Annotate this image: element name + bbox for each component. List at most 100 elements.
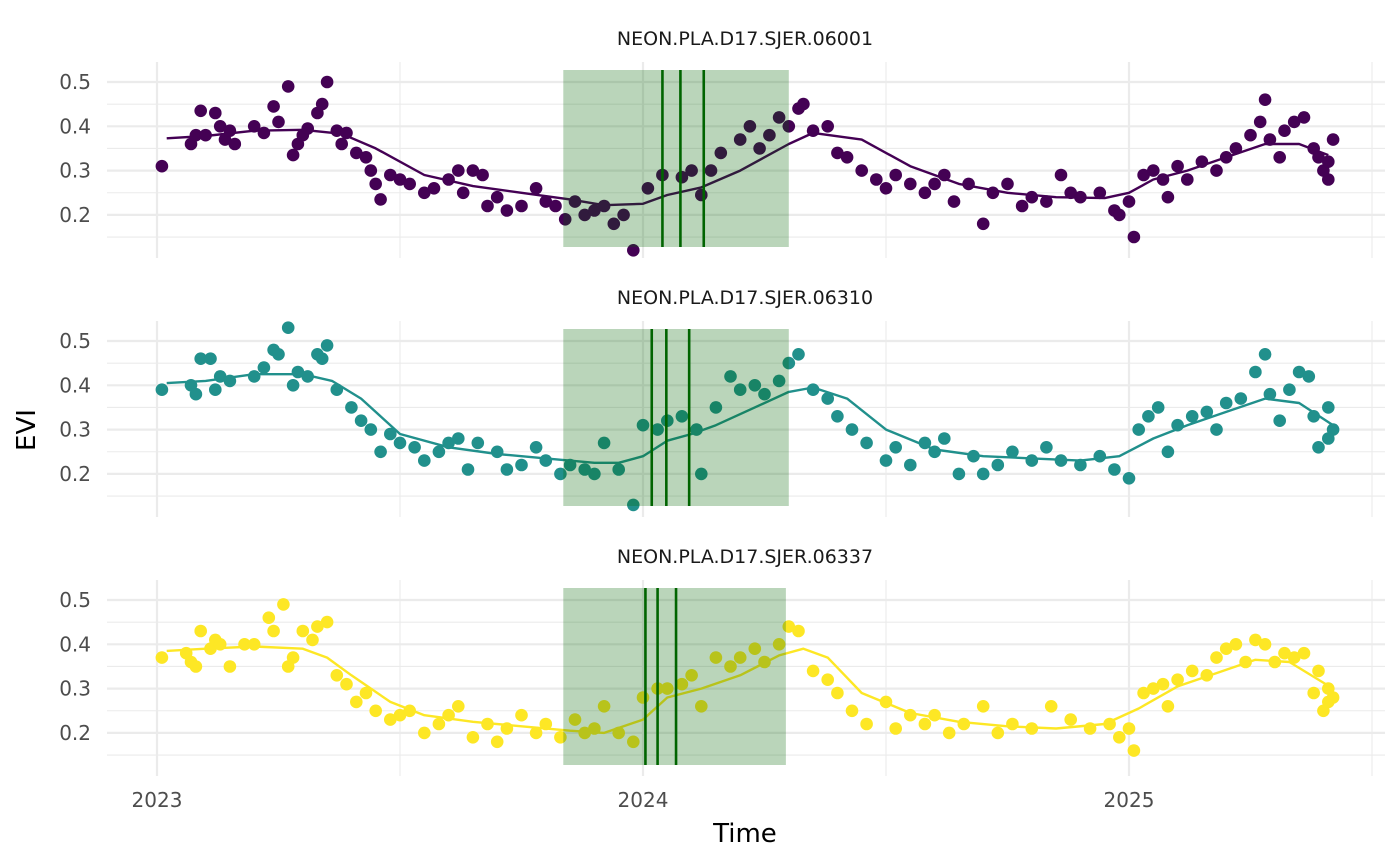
data-point bbox=[209, 106, 222, 120]
data-point bbox=[257, 361, 271, 374]
data-point bbox=[758, 387, 771, 401]
data-point bbox=[554, 467, 567, 481]
data-point bbox=[286, 651, 300, 664]
data-point bbox=[330, 669, 344, 682]
data-point bbox=[490, 445, 504, 459]
data-point bbox=[1287, 115, 1301, 129]
data-point bbox=[870, 173, 883, 186]
data-point bbox=[568, 195, 582, 208]
data-point bbox=[418, 186, 431, 200]
data-point bbox=[1040, 195, 1053, 208]
data-point bbox=[821, 673, 834, 686]
data-point bbox=[782, 120, 796, 133]
data-point bbox=[695, 700, 708, 713]
data-point bbox=[627, 498, 640, 512]
data-point bbox=[709, 401, 723, 414]
data-point bbox=[568, 713, 582, 726]
y-tick-label: 0.5 bbox=[59, 70, 91, 94]
data-point bbox=[393, 173, 407, 186]
data-point bbox=[335, 137, 349, 151]
data-point bbox=[1322, 173, 1335, 186]
y-tick-label: 0.4 bbox=[59, 632, 91, 656]
data-point bbox=[753, 142, 766, 155]
data-point bbox=[1006, 445, 1019, 459]
data-point bbox=[1312, 151, 1325, 164]
data-point bbox=[597, 436, 611, 450]
y-tick-label: 0.5 bbox=[59, 588, 91, 612]
data-point bbox=[1064, 186, 1077, 200]
data-point bbox=[938, 168, 951, 182]
data-point bbox=[879, 695, 893, 709]
data-point bbox=[1278, 646, 1291, 660]
data-point bbox=[1083, 722, 1097, 735]
smooth-trend-line bbox=[166, 645, 1334, 735]
data-point bbox=[515, 708, 528, 722]
x-tick-label: 2024 bbox=[618, 788, 669, 812]
data-point bbox=[1142, 410, 1155, 423]
data-point bbox=[155, 159, 169, 173]
data-point bbox=[607, 217, 621, 231]
data-point bbox=[1287, 651, 1301, 664]
x-tick-label: 2025 bbox=[1104, 788, 1155, 812]
data-point bbox=[1258, 638, 1272, 651]
y-tick-label: 0.4 bbox=[59, 373, 91, 397]
data-point bbox=[1258, 93, 1272, 106]
data-point bbox=[967, 449, 980, 463]
data-point bbox=[1161, 700, 1175, 713]
facet-strip-title: NEON.PLA.D17.SJER.06001 bbox=[617, 28, 873, 50]
data-point bbox=[1161, 445, 1175, 459]
data-point bbox=[733, 651, 747, 664]
data-point bbox=[301, 122, 315, 135]
data-point bbox=[1137, 686, 1150, 700]
data-point bbox=[986, 186, 1000, 200]
data-point bbox=[194, 624, 207, 638]
y-tick-label: 0.5 bbox=[59, 329, 91, 353]
data-point bbox=[845, 423, 859, 436]
data-point bbox=[636, 418, 650, 432]
data-point bbox=[558, 213, 572, 226]
data-point bbox=[748, 379, 762, 392]
data-point bbox=[384, 713, 397, 726]
data-point bbox=[481, 199, 494, 213]
data-point bbox=[442, 708, 455, 722]
data-point bbox=[821, 120, 834, 133]
data-point bbox=[889, 441, 902, 454]
data-point bbox=[1156, 173, 1170, 186]
data-point bbox=[1161, 190, 1175, 204]
data-point bbox=[452, 432, 465, 445]
data-point bbox=[549, 199, 562, 213]
data-point bbox=[204, 352, 217, 366]
data-point bbox=[515, 199, 528, 213]
data-point bbox=[1234, 392, 1248, 405]
data-point bbox=[374, 445, 387, 459]
x-tick-label: 2023 bbox=[132, 788, 183, 812]
data-point bbox=[627, 244, 640, 257]
data-point bbox=[879, 454, 893, 467]
data-point bbox=[350, 146, 363, 160]
data-point bbox=[199, 128, 212, 142]
data-point bbox=[330, 124, 344, 137]
x-axis-title: Time bbox=[712, 819, 777, 849]
data-point bbox=[1147, 164, 1160, 177]
data-point bbox=[213, 370, 227, 383]
data-point bbox=[675, 170, 689, 184]
data-point bbox=[957, 717, 971, 731]
data-point bbox=[238, 638, 251, 651]
data-point bbox=[1147, 682, 1160, 695]
data-point bbox=[1322, 155, 1335, 168]
data-point bbox=[1273, 151, 1286, 164]
highlight-window bbox=[563, 588, 786, 765]
data-point bbox=[1249, 365, 1262, 379]
data-point bbox=[1054, 454, 1068, 467]
data-point bbox=[918, 717, 932, 731]
data-point bbox=[374, 193, 387, 206]
data-point bbox=[976, 217, 990, 231]
data-point bbox=[369, 704, 383, 718]
data-point bbox=[418, 454, 431, 467]
data-point bbox=[1278, 124, 1291, 137]
highlight-window bbox=[563, 329, 789, 506]
data-point bbox=[578, 463, 591, 476]
y-tick-label: 0.4 bbox=[59, 114, 91, 138]
data-point bbox=[213, 638, 227, 651]
